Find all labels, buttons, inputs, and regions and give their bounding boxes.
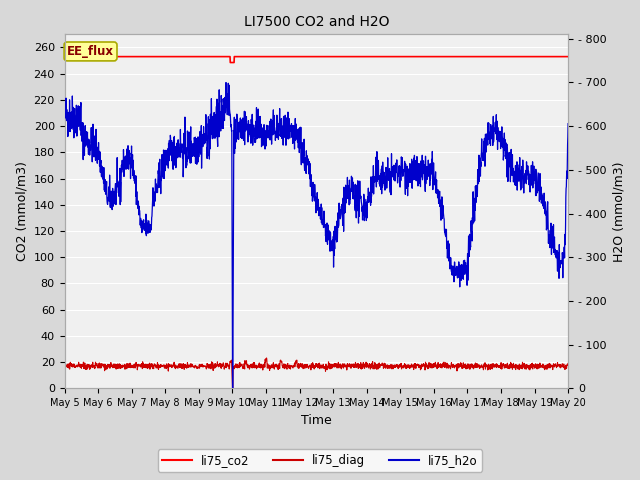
Title: LI7500 CO2 and H2O: LI7500 CO2 and H2O: [244, 15, 389, 29]
Y-axis label: CO2 (mmol/m3): CO2 (mmol/m3): [15, 161, 28, 261]
X-axis label: Time: Time: [301, 414, 332, 427]
Legend: li75_co2, li75_diag, li75_h2o: li75_co2, li75_diag, li75_h2o: [157, 449, 483, 472]
Text: EE_flux: EE_flux: [67, 45, 114, 58]
Y-axis label: H2O (mmol/m3): H2O (mmol/m3): [612, 161, 625, 262]
